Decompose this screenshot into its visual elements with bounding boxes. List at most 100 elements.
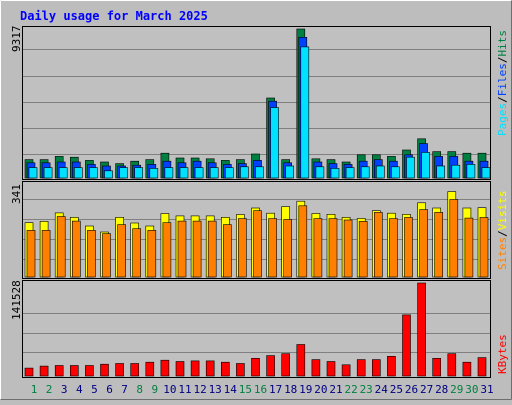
bar-pages-day-26: [406, 156, 415, 179]
bar-kbytes-day-30: [462, 361, 472, 377]
y-max-label-visits: 341: [10, 184, 23, 204]
day-label-2: 2: [46, 383, 53, 396]
day-label-4: 4: [76, 383, 83, 396]
bar-pages-day-31: [481, 167, 491, 179]
bar-sites-day-8: [132, 228, 141, 278]
day-label-24: 24: [375, 383, 389, 396]
day-label-10: 10: [163, 383, 176, 396]
bar-kbytes-day-5: [85, 365, 94, 377]
bar-pages-day-29: [451, 164, 461, 179]
bar-pages-day-7: [119, 167, 128, 179]
bar-pages-day-28: [436, 165, 446, 179]
bar-pages-day-10: [164, 167, 174, 179]
bar-kbytes-day-9: [145, 361, 155, 377]
bar-kbytes-day-21: [326, 361, 336, 377]
bar-kbytes-day-4: [70, 365, 79, 377]
day-label-28: 28: [435, 383, 448, 396]
bar-pages-day-30: [466, 164, 476, 179]
bar-pages-day-13: [209, 167, 219, 179]
bar-kbytes-day-31: [477, 357, 487, 377]
bar-pages-day-2: [43, 167, 53, 179]
bar-sites-day-17: [268, 218, 277, 278]
day-label-1: 1: [31, 383, 38, 396]
day-label-31: 31: [480, 383, 493, 396]
bar-pages-day-3: [58, 167, 68, 179]
legend-item-0-0: Pages: [496, 103, 509, 136]
x-axis-day-labels: 1 2 3 4 5 6 7 8 9 10 11 12 13 14 15 16 17 18 19 20 21 22 23 24 2…: [31, 383, 494, 396]
bar-sites-day-30: [464, 217, 474, 278]
bar-sites-day-20: [313, 218, 323, 278]
bar-pages-day-16: [255, 166, 264, 179]
legend-item-0-1: /: [496, 96, 509, 103]
bar-sites-day-25: [389, 218, 398, 278]
day-label-7: 7: [121, 383, 128, 396]
bar-kbytes-day-12: [190, 360, 200, 377]
day-label-16: 16: [254, 383, 267, 396]
bar-sites-day-1: [26, 230, 36, 278]
bar-kbytes-day-11: [175, 361, 185, 377]
bar-pages-day-21: [330, 168, 340, 179]
bar-kbytes-day-22: [341, 364, 351, 377]
bar-sites-day-10: [162, 222, 172, 278]
bar-pages-day-12: [194, 167, 204, 179]
bar-kbytes-day-3: [54, 365, 64, 377]
bar-sites-day-31: [479, 217, 489, 278]
bar-pages-day-23: [360, 166, 370, 179]
bar-pages-day-18: [285, 165, 295, 179]
legend-item-0-3: /: [496, 57, 509, 64]
bar-sites-day-11: [177, 220, 187, 278]
bar-sites-day-3: [56, 216, 66, 278]
bar-pages-day-11: [179, 167, 189, 179]
day-label-21: 21: [329, 383, 342, 396]
day-label-27: 27: [420, 383, 433, 396]
bar-pages-day-25: [391, 166, 400, 179]
bar-sites-day-4: [72, 220, 81, 278]
bar-kbytes-day-25: [387, 355, 396, 377]
y-max-label-kbytes: 141528: [10, 280, 23, 320]
bar-pages-day-17: [270, 107, 279, 179]
bar-pages-day-14: [225, 167, 234, 179]
legend-item-0-2: Files: [496, 63, 509, 96]
bar-sites-day-29: [449, 199, 459, 278]
bar-pages-day-22: [345, 167, 355, 179]
bar-pages-day-4: [74, 167, 83, 179]
day-label-29: 29: [450, 383, 463, 396]
bar-kbytes-day-7: [115, 363, 124, 377]
bar-kbytes-day-1: [24, 367, 34, 377]
legend-hits-files-pages: Pages/Files/Hits: [496, 30, 509, 136]
bar-kbytes-day-20: [311, 359, 321, 377]
bar-kbytes-day-26: [402, 314, 411, 377]
bar-sites-day-2: [41, 230, 51, 278]
bar-pages-day-9: [149, 168, 159, 179]
bar-pages-day-5: [89, 167, 98, 179]
legend-item-1-2: Visits: [496, 191, 509, 231]
legend-item-1-0: Sites: [496, 237, 509, 270]
bar-pages-day-20: [315, 166, 325, 179]
bar-pages-day-15: [240, 166, 249, 179]
y-max-label-hits: 9317: [10, 26, 23, 53]
bar-kbytes-day-27: [417, 282, 426, 377]
bar-kbytes-day-23: [356, 359, 366, 377]
bar-pages-day-1: [28, 167, 38, 179]
bar-sites-day-16: [253, 210, 262, 278]
bar-pages-day-27: [421, 152, 430, 179]
bar-kbytes-day-16: [251, 357, 260, 377]
bar-kbytes-day-28: [432, 357, 442, 377]
day-label-30: 30: [465, 383, 478, 396]
day-label-25: 25: [390, 383, 403, 396]
bar-kbytes-day-8: [130, 363, 139, 377]
day-label-11: 11: [178, 383, 191, 396]
day-label-17: 17: [269, 383, 282, 396]
bar-sites-day-15: [238, 218, 247, 278]
day-label-8: 8: [136, 383, 143, 396]
day-label-12: 12: [193, 383, 206, 396]
day-label-9: 9: [151, 383, 158, 396]
bar-kbytes-day-14: [221, 361, 230, 377]
legend-kbytes: KBytes: [496, 334, 509, 374]
bar-kbytes-day-6: [100, 363, 109, 377]
bar-kbytes-day-18: [281, 353, 291, 377]
bar-sites-day-13: [207, 220, 217, 278]
bar-kbytes-day-17: [266, 355, 275, 377]
bar-sites-day-12: [192, 220, 202, 278]
bar-kbytes-day-2: [39, 365, 49, 377]
